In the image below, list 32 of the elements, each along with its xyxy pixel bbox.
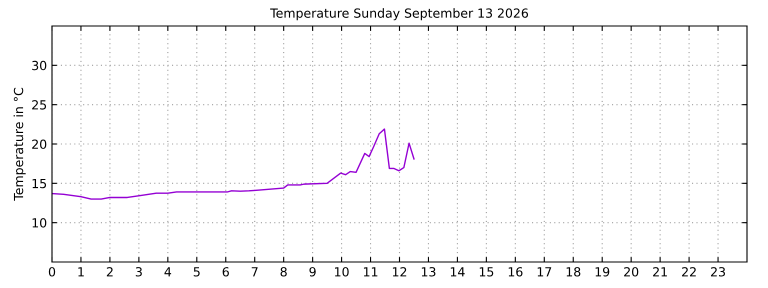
x-tick-label: 12 <box>392 267 406 276</box>
x-tick-label: 23 <box>711 267 725 277</box>
y-tick-label: 10 <box>32 218 46 228</box>
y-tick-label: 25 <box>32 100 46 110</box>
x-tick-label: 22 <box>682 267 696 276</box>
x-tick-label: 13 <box>422 267 436 277</box>
x-tick-label: 0 <box>48 267 56 277</box>
y-tick-label: 20 <box>32 139 46 149</box>
x-tick-label: 3 <box>136 267 142 277</box>
x-tick-label: 2 <box>106 267 113 276</box>
chart-title: Temperature Sunday September 13 2026 <box>270 8 528 20</box>
line-series <box>52 128 415 200</box>
x-tick-label: 9 <box>309 267 316 277</box>
x-tick-label: 18 <box>566 267 580 277</box>
y-tick-label: 15 <box>32 178 46 188</box>
x-tick-label: 19 <box>596 267 610 277</box>
x-tick-label: 11 <box>364 267 378 276</box>
y-axis-title: Temperature in °C <box>14 88 26 201</box>
x-tick-label: 14 <box>450 267 465 276</box>
y-tick-label: 30 <box>32 60 46 70</box>
x-tick-label: 21 <box>653 267 667 276</box>
x-tick-label: 1 <box>78 267 84 276</box>
x-tick-label: 17 <box>538 267 552 276</box>
x-tick-label: 20 <box>624 267 638 277</box>
x-tick-label: 15 <box>480 267 494 277</box>
x-tick-label: 6 <box>222 267 229 277</box>
x-tick-label: 16 <box>508 267 522 277</box>
x-tick-label: 10 <box>335 267 349 277</box>
x-tick-label: 4 <box>164 267 172 276</box>
x-tick-label: 5 <box>194 267 200 277</box>
x-tick-label: 7 <box>252 267 258 276</box>
x-tick-label: 8 <box>280 267 287 277</box>
